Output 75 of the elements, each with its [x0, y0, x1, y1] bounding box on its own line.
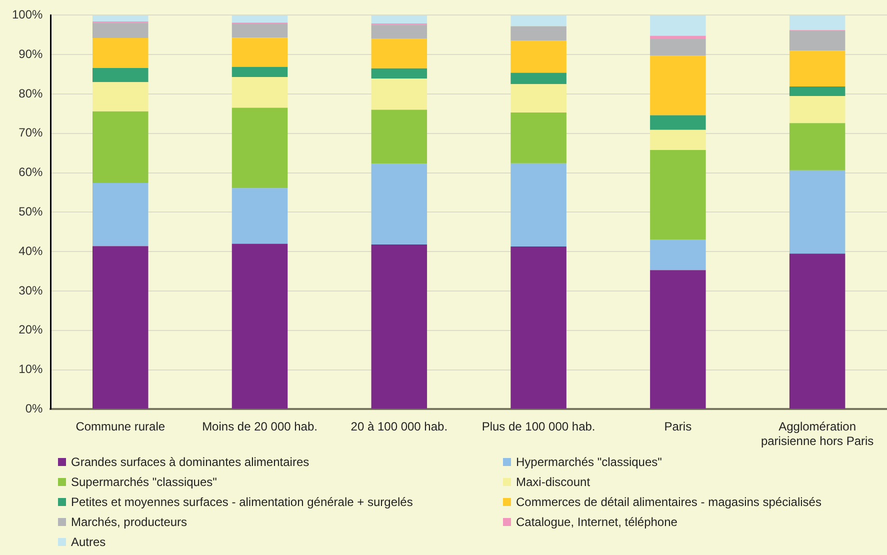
y-tick-label: 0%	[25, 402, 44, 416]
bar	[650, 130, 706, 150]
x-tick-label: 20 à 100 000 hab.	[350, 420, 448, 434]
bar	[371, 24, 428, 38]
bar	[510, 84, 566, 113]
x-tick-label: Moins de 20 000 hab.	[202, 420, 318, 434]
bar	[92, 38, 148, 68]
bar	[232, 77, 288, 108]
y-tick-label: 70%	[18, 126, 44, 140]
bar	[789, 123, 846, 170]
bar	[371, 78, 428, 110]
bar	[789, 30, 846, 51]
bar	[789, 170, 846, 254]
x-tick-label: Commune rurale	[76, 420, 166, 434]
y-tick-label: 30%	[18, 283, 44, 298]
bar	[232, 66, 288, 78]
bar	[510, 163, 566, 246]
bar	[232, 15, 288, 23]
y-tick-label: 40%	[18, 244, 44, 258]
legend-label: Maxi-discount	[516, 475, 590, 489]
bar	[789, 254, 846, 409]
bar	[650, 38, 706, 56]
legend-label: Grandes surfaces à dominantes alimentaires	[71, 455, 310, 469]
bar	[510, 72, 566, 84]
bar	[92, 68, 148, 82]
legend-label: Petites et moyennes surfaces - alimentation générale + surgelés	[71, 495, 413, 509]
y-tick-label: 50%	[18, 204, 44, 219]
bar	[650, 15, 706, 36]
y-tick-label: 20%	[18, 322, 44, 337]
bar	[789, 15, 846, 30]
bar	[510, 26, 566, 41]
legend-label: Supermarchés "classiques"	[71, 475, 217, 489]
bar	[650, 270, 706, 409]
x-tick-label: Plus de 100 000 hab.	[482, 420, 596, 434]
y-tick-label: 100%	[12, 8, 44, 22]
legend-label: Marchés, producteurs	[71, 515, 188, 529]
legend-label: Commerces de détail alimentaires - magasins spécialisés	[516, 495, 822, 509]
bar	[789, 86, 846, 96]
bar	[510, 40, 566, 73]
bar	[650, 36, 706, 38]
bar	[510, 246, 566, 409]
bar	[650, 115, 706, 130]
bar	[371, 164, 428, 245]
bar	[510, 15, 566, 26]
bar	[371, 244, 428, 409]
bar	[371, 110, 428, 164]
bar	[789, 96, 846, 124]
bar	[92, 246, 148, 409]
x-tick-label: Paris	[664, 420, 692, 434]
bar	[789, 50, 846, 87]
bar	[371, 38, 428, 68]
y-tick-label: 10%	[18, 362, 44, 376]
bar	[232, 38, 288, 67]
x-tick-label: Agglomération parisienne hors Paris	[760, 420, 874, 448]
y-tick-label: 90%	[18, 46, 44, 61]
bar	[92, 15, 148, 22]
bar	[650, 240, 706, 270]
bar	[92, 111, 148, 184]
bar	[92, 22, 148, 38]
bar	[371, 68, 428, 79]
bar	[232, 108, 288, 188]
legend-label: Autres	[71, 535, 106, 549]
legend-label: Catalogue, Internet, téléphone	[516, 515, 678, 529]
bar	[650, 150, 706, 240]
bar	[232, 244, 288, 409]
bar	[650, 56, 706, 116]
bar	[232, 23, 288, 38]
bar	[232, 188, 288, 244]
bar	[371, 15, 428, 24]
bar	[92, 183, 148, 246]
y-tick-label: 80%	[18, 86, 44, 100]
bar	[510, 112, 566, 164]
bar	[92, 82, 148, 112]
legend-label: Hypermarchés "classiques"	[516, 455, 662, 469]
y-tick-label: 60%	[18, 165, 44, 180]
